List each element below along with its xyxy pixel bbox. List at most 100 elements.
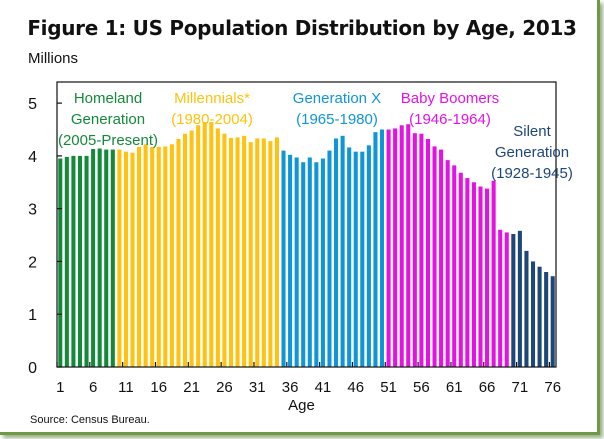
bar-age-16 xyxy=(156,146,161,367)
annotation-homeland: Homeland xyxy=(74,90,142,107)
bar-age-37 xyxy=(294,157,299,367)
bar-age-32 xyxy=(261,138,266,367)
bar-age-28 xyxy=(235,137,240,367)
bar-age-7 xyxy=(97,148,102,367)
bar-age-61 xyxy=(452,165,457,367)
bar-age-42 xyxy=(327,150,332,367)
bar-age-54 xyxy=(406,124,411,367)
bar-age-2 xyxy=(64,156,69,367)
bar-age-27 xyxy=(228,137,234,367)
bar-age-48 xyxy=(366,145,371,367)
bar-age-18 xyxy=(169,144,174,367)
y-tick-label: 4 xyxy=(28,149,37,166)
bar-age-4 xyxy=(77,155,83,367)
bar-age-17 xyxy=(163,146,168,367)
bar-age-50 xyxy=(379,129,385,367)
x-tick-label: 36 xyxy=(282,379,299,396)
bar-age-56 xyxy=(419,133,424,367)
chart-title: Figure 1: US Population Distribution by … xyxy=(27,16,577,40)
x-tick-label: 46 xyxy=(347,379,364,396)
bar-age-23 xyxy=(202,122,207,367)
x-tick-label: 16 xyxy=(150,379,167,396)
bar-age-47 xyxy=(360,151,365,367)
y-axis-unit-label: Millions xyxy=(28,50,79,67)
annotation-genx: (1965-1980) xyxy=(296,111,378,128)
x-tick-label: 21 xyxy=(183,379,200,396)
annotation-boomers: Baby Boomers xyxy=(401,90,499,107)
bar-age-26 xyxy=(222,133,227,367)
bar-age-55 xyxy=(412,133,417,367)
bar-age-21 xyxy=(189,130,194,367)
bar-age-20 xyxy=(183,133,188,367)
bar-age-10 xyxy=(117,149,122,367)
bar-age-19 xyxy=(176,139,181,367)
bar-age-15 xyxy=(150,146,155,367)
bar-age-69 xyxy=(504,232,509,367)
bar-age-64 xyxy=(471,182,476,367)
annotations-group: Homeland Generation (2005-Present) Millenni… xyxy=(58,90,573,182)
bar-age-70 xyxy=(511,234,516,367)
bar-age-58 xyxy=(432,146,437,367)
bar-age-13 xyxy=(137,146,142,367)
y-tick-label: 2 xyxy=(28,254,37,271)
bar-age-44 xyxy=(340,135,345,367)
plot-area-border xyxy=(56,81,557,368)
bar-age-71 xyxy=(517,230,522,367)
annotation-silent: Generation xyxy=(495,144,569,161)
bar-age-1 xyxy=(58,158,63,367)
bar-age-74 xyxy=(537,266,542,367)
bar-age-8 xyxy=(104,149,109,367)
annotation-homeland: (2005-Present) xyxy=(58,132,158,149)
annotation-genx: Generation X xyxy=(293,90,381,107)
bar-age-14 xyxy=(143,144,148,367)
bar-age-6 xyxy=(91,149,96,367)
x-tick-label: 66 xyxy=(479,379,496,396)
bar-age-68 xyxy=(498,229,503,367)
bar-age-49 xyxy=(373,132,378,367)
bar-age-24 xyxy=(209,122,214,367)
bar-age-3 xyxy=(71,155,76,367)
source-note: Source: Census Bureau. xyxy=(30,414,150,426)
x-tick-label: 51 xyxy=(380,379,397,396)
x-tick-label: 6 xyxy=(89,379,97,396)
annotation-millennials: Millennials* xyxy=(174,90,250,107)
bar-age-38 xyxy=(301,162,306,367)
bar-age-9 xyxy=(110,149,115,367)
y-tick-label: 3 xyxy=(28,202,37,219)
x-tick-label: 11 xyxy=(118,379,134,396)
bar-age-76 xyxy=(550,276,555,367)
bar-age-41 xyxy=(320,158,325,367)
bar-age-39 xyxy=(307,157,312,367)
x-tick-label: 1 xyxy=(56,379,64,396)
bar-age-75 xyxy=(544,272,549,367)
bar-age-40 xyxy=(314,162,319,367)
y-tick-label: 1 xyxy=(28,307,37,324)
y-tick-label: 5 xyxy=(28,96,37,113)
bar-age-52 xyxy=(393,128,398,367)
bar-age-11 xyxy=(123,151,128,367)
bars-group xyxy=(58,122,555,367)
annotation-boomers: (1946-1964) xyxy=(409,111,491,128)
x-axis-label: Age xyxy=(288,397,315,414)
bar-age-73 xyxy=(530,261,536,367)
bar-age-46 xyxy=(353,151,358,367)
x-tick-label: 61 xyxy=(446,379,463,396)
bar-age-45 xyxy=(347,147,352,367)
y-tick-label: 0 xyxy=(28,360,37,377)
bar-age-62 xyxy=(458,172,463,367)
bar-age-35 xyxy=(281,150,286,367)
bar-age-30 xyxy=(248,142,253,367)
bar-age-25 xyxy=(215,128,220,367)
bar-age-36 xyxy=(288,154,293,367)
annotation-silent: (1928-1945) xyxy=(491,165,573,182)
bar-age-51 xyxy=(386,129,391,367)
annotation-millennials: (1980-2004) xyxy=(171,111,253,128)
x-tick-label: 26 xyxy=(216,379,233,396)
annotation-homeland: Generation xyxy=(71,111,145,128)
x-tick-label: 31 xyxy=(249,379,266,396)
bar-age-5 xyxy=(84,155,89,367)
bar-age-57 xyxy=(425,139,430,367)
bar-age-65 xyxy=(478,186,483,367)
bar-age-72 xyxy=(524,250,529,367)
